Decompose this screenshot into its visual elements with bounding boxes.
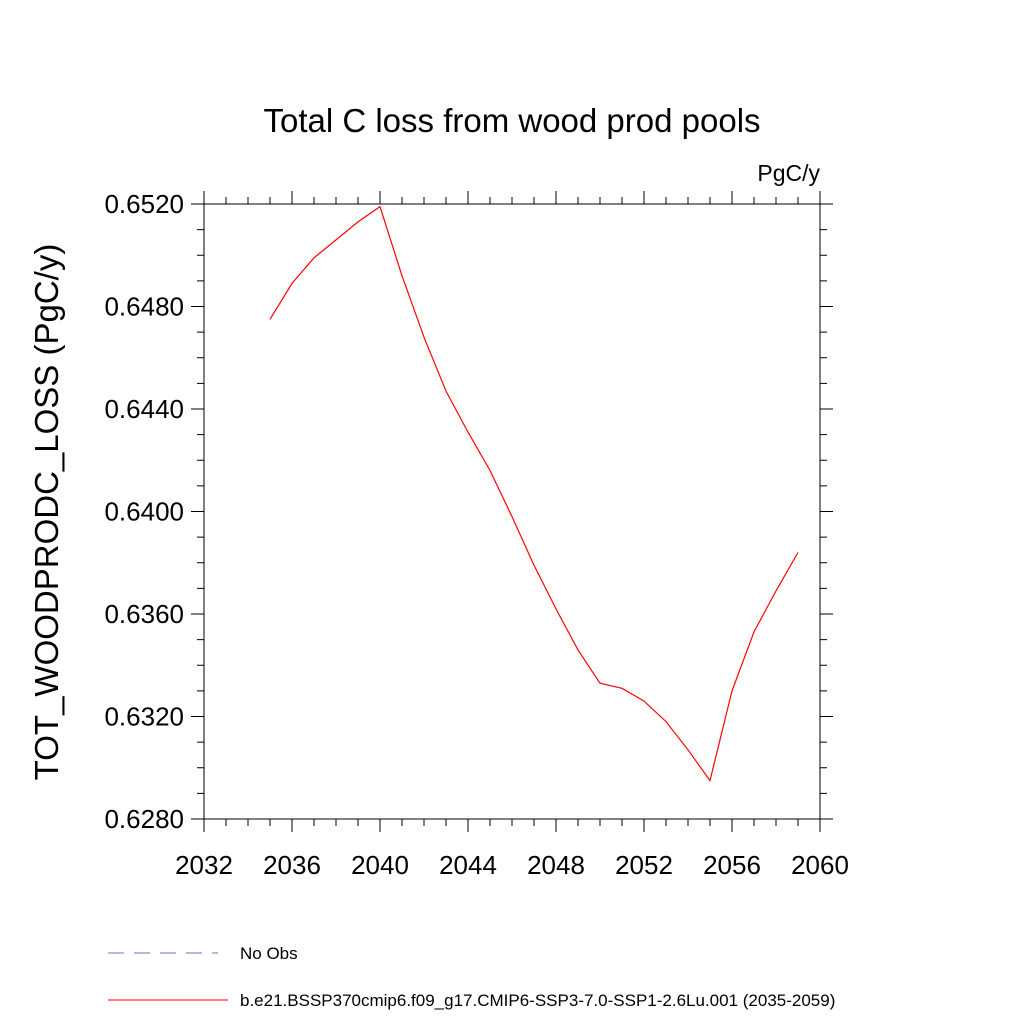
y-tick-label: 0.6280 [104, 804, 184, 834]
y-tick-label: 0.6400 [104, 497, 184, 527]
x-tick-label: 2032 [175, 850, 233, 880]
legend-label: No Obs [240, 944, 298, 963]
plot-frame [203, 203, 821, 820]
x-tick-label: 2048 [527, 850, 585, 880]
x-tick-label: 2040 [351, 850, 409, 880]
legend-label: b.e21.BSSP370cmip6.f09_g17.CMIP6-SSP3-7.… [240, 991, 835, 1010]
axis-ticks [191, 191, 833, 832]
units-label: PgC/y [757, 160, 820, 186]
y-tick-label: 0.6480 [104, 292, 184, 322]
x-tick-label: 2052 [615, 850, 673, 880]
x-tick-label: 2036 [263, 850, 321, 880]
y-tick-label: 0.6520 [104, 189, 184, 219]
x-tick-label: 2056 [703, 850, 761, 880]
y-tick-label: 0.6320 [104, 702, 184, 732]
x-tick-labels: 2032 2036 2040 2044 2048 2052 2056 2060 [175, 850, 849, 880]
y-tick-label: 0.6440 [104, 394, 184, 424]
x-tick-label: 2060 [791, 850, 849, 880]
y-axis-label: TOT_WOODPRODC_LOSS (PgC/y) [28, 244, 65, 781]
y-tick-label: 0.6360 [104, 599, 184, 629]
legend: No Obs b.e21.BSSP370cmip6.f09_g17.CMIP6-S… [108, 944, 835, 1010]
x-tick-label: 2044 [439, 850, 497, 880]
y-tick-labels: 0.6280 0.6320 0.6360 0.6400 0.6440 0.6480 0.65… [104, 189, 184, 834]
chart-title: Total C loss from wood prod pools [263, 102, 760, 139]
series-group [269, 205, 799, 783]
series-line [269, 205, 799, 783]
